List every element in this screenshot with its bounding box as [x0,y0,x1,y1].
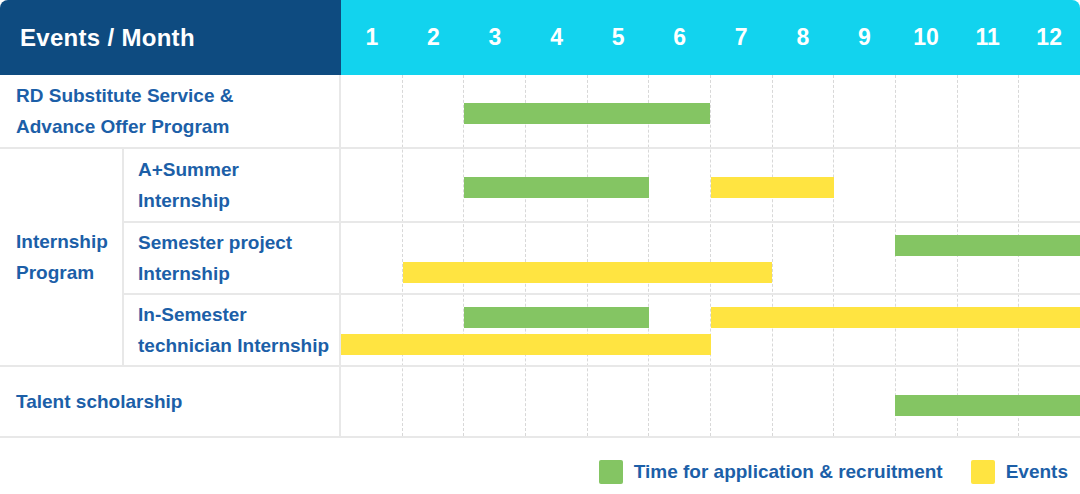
month-tick-9: 9 [834,0,896,75]
month-tick-4: 4 [526,0,588,75]
legend-label-recruitment: Time for application & recruitment [634,461,943,483]
gantt-body: RD Substitute Service & Advance Offer Pr… [0,75,1080,438]
month-tick-2: 2 [403,0,465,75]
bar-recruitment [464,103,710,124]
legend: Time for application & recruitment Event… [599,460,1068,484]
month-axis: 1 2 3 4 5 6 7 8 9 10 11 12 [341,0,1080,75]
legend-item-recruitment: Time for application & recruitment [599,460,943,484]
chart-area-a-summer-internship [341,149,1080,221]
legend-item-events: Events [971,460,1068,484]
month-tick-11: 11 [957,0,1019,75]
bar-events [403,262,773,283]
bar-recruitment [895,395,1080,416]
table-title: Events / Month [0,0,341,75]
row-in-semester-technician-internship: In-Semester technician Internship [124,293,1080,365]
events-swatch-icon [971,460,995,484]
month-tick-7: 7 [710,0,772,75]
bar-recruitment [895,235,1080,256]
row-a-summer-internship: A+Summer Internship [124,149,1080,221]
bar-recruitment [464,307,649,328]
month-tick-5: 5 [587,0,649,75]
row-label-talent-scholarship: Talent scholarship [0,367,341,436]
chart-area-in-semester-technician-internship [341,295,1080,365]
month-tick-1: 1 [341,0,403,75]
bar-events [341,334,711,355]
row-label-rd-substitute-service: RD Substitute Service & Advance Offer Pr… [0,75,341,147]
recruitment-swatch-icon [599,460,623,484]
bar-events [711,177,834,198]
row-group-internship-program: Internship Program A+Summer Internship [0,147,1080,365]
legend-label-events: Events [1006,461,1068,483]
row-label-in-semester-technician-internship: In-Semester technician Internship [124,295,341,365]
chart-area-semester-project-internship [341,223,1080,293]
month-tick-6: 6 [649,0,711,75]
row-label-semester-project-internship: Semester project Internship [124,223,341,293]
chart-area-rd-substitute-service [341,75,1080,147]
events-month-gantt: Events / Month 1 2 3 4 5 6 7 8 9 10 11 1… [0,0,1080,494]
row-rd-substitute-service: RD Substitute Service & Advance Offer Pr… [0,75,1080,147]
month-tick-10: 10 [895,0,957,75]
month-tick-8: 8 [772,0,834,75]
row-semester-project-internship: Semester project Internship [124,221,1080,293]
chart-area-talent-scholarship [341,367,1080,436]
table-header: Events / Month 1 2 3 4 5 6 7 8 9 10 11 1… [0,0,1080,75]
row-talent-scholarship: Talent scholarship [0,365,1080,436]
bar-events [711,307,1080,328]
month-tick-12: 12 [1018,0,1080,75]
bar-recruitment [464,177,649,198]
row-label-a-summer-internship: A+Summer Internship [124,149,341,221]
month-tick-3: 3 [464,0,526,75]
group-label-internship-program: Internship Program [0,149,124,365]
